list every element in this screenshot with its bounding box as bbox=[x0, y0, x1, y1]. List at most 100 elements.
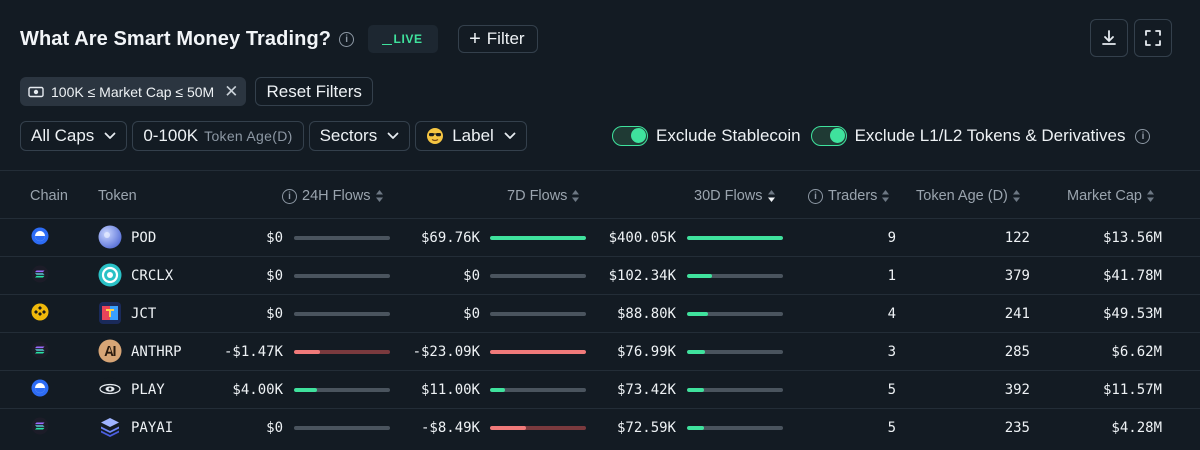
filter-button[interactable]: + Filter bbox=[458, 25, 538, 53]
token-name[interactable]: PLAY bbox=[131, 381, 165, 398]
table-row[interactable]: ANTHRP -$1.47K -$23.09K $76.99K 3 285 $6.62M bbox=[0, 332, 1200, 370]
live-label: LIVE bbox=[381, 32, 423, 46]
chevron-down-icon bbox=[104, 132, 116, 140]
column-header-7d-flows[interactable]: 7D Flows bbox=[507, 185, 580, 207]
active-filters: 100K ≤ Market Cap ≤ 50M ✕ Reset Filters bbox=[20, 77, 373, 106]
token-age-value: 379 bbox=[1004, 267, 1030, 284]
market-cap-value: $49.53M bbox=[1102, 305, 1162, 322]
stablecoin-toggle[interactable] bbox=[612, 126, 648, 146]
flow-24h-value: -$1.47K bbox=[223, 343, 283, 360]
sunglasses-emoji-icon bbox=[427, 128, 444, 144]
stablecoin-toggle-label: Exclude Stablecoin bbox=[656, 126, 801, 145]
flow-bar bbox=[294, 274, 390, 278]
flow-24h-value: $0 bbox=[266, 305, 283, 322]
column-header-30d-flows[interactable]: 30D Flows bbox=[694, 185, 776, 207]
flow-bar bbox=[294, 236, 390, 240]
token-name[interactable]: JCT bbox=[131, 305, 157, 322]
token-name[interactable]: ANTHRP bbox=[131, 343, 182, 360]
flow-bar bbox=[490, 426, 586, 430]
table-row[interactable]: JCT $0 $0 $88.80K 4 241 $49.53M bbox=[0, 294, 1200, 332]
column-header-market-cap-label: Market Cap bbox=[1067, 188, 1142, 204]
column-header-token-age[interactable]: Token Age (D) bbox=[916, 185, 1021, 207]
market-cap-value: $11.57M bbox=[1102, 381, 1162, 398]
flow-bar bbox=[490, 388, 586, 392]
sort-icon bbox=[375, 189, 384, 203]
column-header-traders[interactable]: i Traders bbox=[808, 185, 890, 207]
flow-30d-value: $400.05K bbox=[608, 229, 676, 246]
flow-bar bbox=[490, 312, 586, 316]
page-title: What Are Smart Money Trading? bbox=[20, 27, 332, 50]
flow-bar bbox=[687, 312, 783, 316]
sectors-select[interactable]: Sectors bbox=[308, 121, 411, 151]
sort-icon bbox=[1146, 189, 1155, 203]
plus-icon: + bbox=[469, 28, 481, 50]
jct-icon bbox=[98, 301, 122, 325]
caps-select[interactable]: All Caps bbox=[20, 121, 128, 151]
info-icon[interactable]: i bbox=[808, 188, 823, 204]
column-header-30d-flows-label: 30D Flows bbox=[694, 188, 763, 204]
flow-bar bbox=[490, 350, 586, 354]
sort-icon bbox=[1012, 189, 1021, 203]
flow-bar bbox=[687, 350, 783, 354]
traders-value: 5 bbox=[887, 381, 896, 398]
flow-30d-value: $76.99K bbox=[616, 343, 676, 360]
table-row[interactable]: CRCLX $0 $0 $102.34K 1 379 $41.78M bbox=[0, 256, 1200, 294]
info-icon[interactable]: i bbox=[1135, 128, 1151, 144]
flow-30d-value: $72.59K bbox=[616, 419, 676, 436]
base-chain-icon bbox=[31, 379, 49, 397]
label-select[interactable]: Label bbox=[415, 121, 527, 151]
token-name[interactable]: CRCLX bbox=[131, 267, 174, 284]
flow-7d-value: $69.76K bbox=[420, 229, 480, 246]
sort-desc-icon bbox=[767, 189, 776, 203]
flow-bar bbox=[490, 274, 586, 278]
chevron-down-icon bbox=[387, 132, 399, 140]
l1l2-toggle[interactable] bbox=[810, 126, 847, 146]
table-row[interactable]: PLAY $4.00K $11.00K $73.42K 5 392 $11.57M bbox=[0, 370, 1200, 408]
l1l2-toggle-label: Exclude L1/L2 Tokens & Derivatives bbox=[854, 126, 1126, 145]
download-icon bbox=[1102, 30, 1116, 45]
token-age-value: 235 bbox=[1004, 419, 1030, 436]
download-button[interactable] bbox=[1090, 19, 1128, 57]
token-age-value: 0-100K bbox=[143, 126, 199, 145]
flow-7d-value: $0 bbox=[463, 267, 480, 284]
token-name[interactable]: POD bbox=[131, 229, 157, 246]
table-row[interactable]: PAYAI $0 -$8.49K $72.59K 5 235 $4.28M bbox=[0, 408, 1200, 446]
token-age-input[interactable]: 0-100K Token Age(D) bbox=[132, 121, 304, 151]
token-name[interactable]: PAYAI bbox=[131, 419, 174, 436]
token-age-value: 122 bbox=[1004, 229, 1030, 246]
flow-24h-value: $0 bbox=[266, 267, 283, 284]
column-header-market-cap[interactable]: Market Cap bbox=[1067, 185, 1155, 207]
flow-24h-value: $0 bbox=[266, 229, 283, 246]
market-cap-chip-label: 100K ≤ Market Cap ≤ 50M bbox=[51, 83, 215, 100]
column-header-24h-flows[interactable]: i 24H Flows bbox=[282, 185, 384, 207]
payai-icon bbox=[98, 415, 122, 439]
info-icon[interactable]: i bbox=[282, 188, 297, 204]
flow-24h-value: $0 bbox=[266, 419, 283, 436]
token-age-value: 392 bbox=[1004, 381, 1030, 398]
label-select-value: Label bbox=[452, 126, 494, 145]
flow-bar bbox=[490, 236, 586, 240]
fullscreen-icon bbox=[1145, 30, 1161, 46]
market-cap-chip[interactable]: 100K ≤ Market Cap ≤ 50M ✕ bbox=[20, 77, 247, 106]
flow-bar bbox=[687, 236, 783, 240]
anthrp-icon bbox=[98, 339, 122, 363]
column-header-chain: Chain bbox=[30, 185, 68, 207]
reset-filters-button[interactable]: Reset Filters bbox=[255, 77, 373, 106]
table-row[interactable]: POD $0 $69.76K $400.05K 9 122 $13.56M bbox=[0, 218, 1200, 256]
sectors-select-value: Sectors bbox=[319, 126, 378, 145]
flow-30d-value: $73.42K bbox=[616, 381, 676, 398]
flow-7d-value: -$23.09K bbox=[412, 343, 480, 360]
info-icon[interactable]: i bbox=[339, 31, 355, 47]
flow-bar bbox=[294, 426, 390, 430]
flow-24h-value: $4.00K bbox=[232, 381, 283, 398]
solana-chain-icon bbox=[31, 341, 49, 359]
fullscreen-button[interactable] bbox=[1134, 19, 1172, 57]
market-cap-value: $4.28M bbox=[1111, 419, 1162, 436]
flow-7d-value: $11.00K bbox=[420, 381, 480, 398]
filter-button-label: Filter bbox=[486, 29, 525, 48]
money-icon bbox=[28, 86, 44, 97]
table-top-divider bbox=[0, 170, 1200, 171]
flow-30d-value: $88.80K bbox=[616, 305, 676, 322]
market-cap-value: $6.62M bbox=[1111, 343, 1162, 360]
close-icon[interactable]: ✕ bbox=[224, 81, 239, 101]
